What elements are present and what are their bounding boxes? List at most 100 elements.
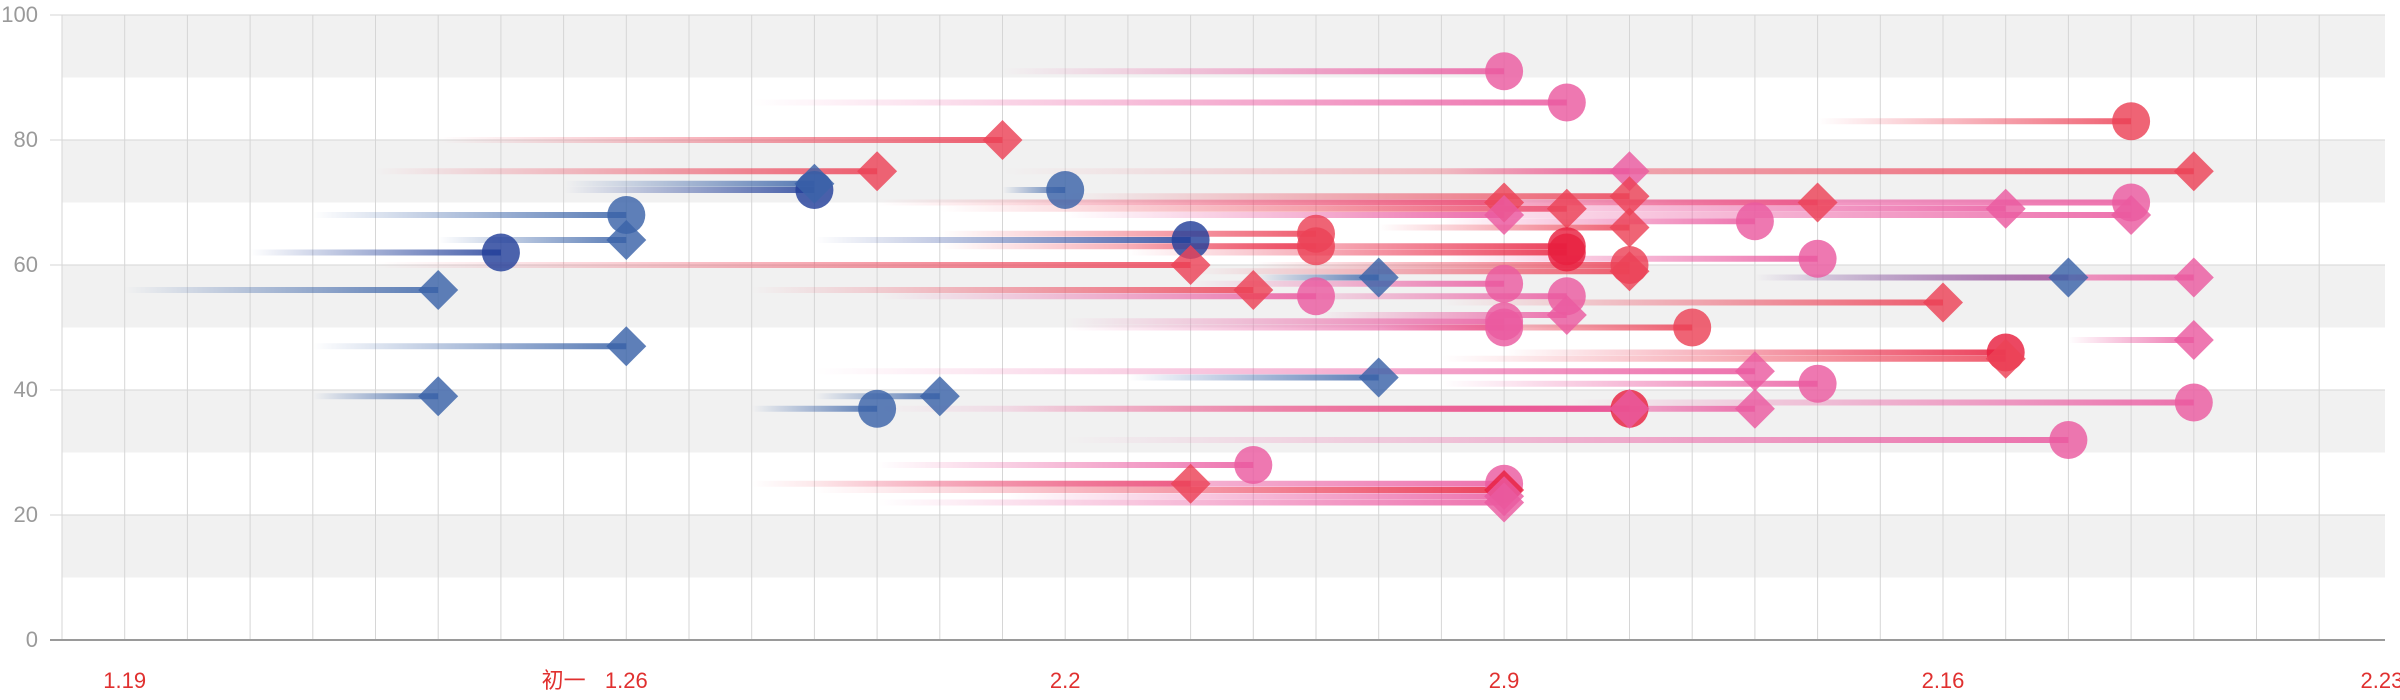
diamond-marker bbox=[1546, 188, 1587, 229]
trail-line bbox=[1316, 312, 1567, 318]
x-tick-label: 2.2 bbox=[1050, 668, 1081, 693]
x-tick-label: 2.9 bbox=[1489, 668, 1520, 693]
diamond-marker bbox=[1358, 357, 1399, 398]
diamond-marker bbox=[1484, 195, 1525, 235]
diamond-marker bbox=[1609, 207, 1650, 248]
diamond-marker bbox=[1609, 251, 1650, 292]
circle-marker bbox=[1485, 52, 1524, 91]
trail-line bbox=[1441, 168, 1630, 175]
trail-line bbox=[1316, 205, 2006, 212]
diamond-marker bbox=[1358, 257, 1399, 298]
trail-line bbox=[1065, 193, 1630, 200]
y-tick-label: 0 bbox=[26, 627, 38, 652]
trail-line bbox=[1441, 380, 1818, 387]
trail-line bbox=[877, 405, 1630, 412]
trail-line bbox=[1253, 293, 1567, 300]
trail-line bbox=[1002, 493, 1505, 500]
diamond-marker bbox=[1609, 388, 1650, 429]
trail-line bbox=[1253, 262, 1630, 268]
diamond-marker bbox=[857, 151, 898, 192]
circle-marker bbox=[1673, 308, 1712, 347]
x-tick-label: 初一 bbox=[542, 668, 586, 693]
diamond-marker bbox=[606, 326, 647, 367]
grid-band bbox=[62, 15, 2385, 78]
x-tick-label: 2.16 bbox=[1922, 668, 1965, 693]
trail-line bbox=[1378, 324, 1693, 331]
trail-line bbox=[1002, 68, 1505, 75]
trail-line bbox=[1817, 118, 2132, 125]
trail-line bbox=[877, 462, 1254, 468]
trail-line bbox=[1316, 212, 2132, 218]
circle-marker bbox=[858, 389, 897, 428]
x-axis-ticks: 1.19 初一 1.26 2.2 2.9 2.16 2.23 bbox=[103, 668, 2400, 693]
trail-line bbox=[751, 405, 878, 412]
x-tick-label: 2.23 bbox=[2360, 668, 2400, 693]
diamond-marker bbox=[1546, 295, 1587, 335]
diamond-marker bbox=[418, 376, 459, 417]
trail-line bbox=[1065, 318, 1505, 325]
y-tick-label: 60 bbox=[14, 252, 38, 277]
circle-marker bbox=[1171, 221, 1210, 259]
trail-line bbox=[751, 99, 1567, 106]
trail-line bbox=[250, 249, 501, 256]
trail-line bbox=[814, 480, 1505, 487]
circle-marker bbox=[1234, 446, 1273, 484]
circle-marker bbox=[1485, 308, 1524, 347]
trail-line bbox=[1441, 299, 1943, 306]
trail-line bbox=[375, 168, 878, 175]
trail-line bbox=[814, 237, 1191, 243]
diamond-marker bbox=[1170, 463, 1211, 504]
y-tick-label: 100 bbox=[1, 2, 38, 27]
trail-line bbox=[563, 180, 815, 187]
trail-line bbox=[1127, 249, 1567, 256]
grid-band bbox=[62, 390, 2385, 453]
trail-line bbox=[1190, 280, 1505, 287]
circle-marker bbox=[2112, 102, 2151, 141]
circle-marker bbox=[1485, 264, 1524, 303]
diamond-marker bbox=[1923, 282, 1963, 323]
trail-line bbox=[1127, 374, 1379, 381]
trail-line bbox=[1127, 243, 1567, 250]
trail-line bbox=[438, 237, 627, 243]
point-markers bbox=[418, 52, 2214, 523]
circle-marker bbox=[1798, 239, 1837, 278]
trail-line bbox=[751, 287, 1254, 293]
diamond-marker bbox=[2173, 151, 2214, 192]
y-tick-label: 20 bbox=[14, 502, 38, 527]
diamond-marker bbox=[1734, 351, 1775, 392]
diamond-marker bbox=[606, 220, 647, 260]
circle-marker bbox=[1297, 277, 1335, 316]
circle-marker bbox=[1547, 233, 1586, 272]
trail-line bbox=[375, 262, 1191, 268]
trail-line bbox=[939, 205, 1567, 212]
trail-line bbox=[1754, 274, 2194, 281]
trail-line bbox=[939, 230, 1316, 237]
x-tick-label: 1.19 bbox=[103, 668, 146, 693]
trail-line bbox=[814, 487, 1505, 493]
trail-line bbox=[312, 212, 627, 218]
circle-marker bbox=[1297, 227, 1335, 266]
trail-line bbox=[2068, 337, 2194, 343]
diamond-marker bbox=[1233, 270, 1274, 310]
grid-band bbox=[62, 515, 2385, 578]
diamond-marker bbox=[2048, 257, 2089, 298]
circle-marker bbox=[1735, 202, 1774, 241]
trail-line bbox=[1065, 324, 1505, 331]
circle-marker bbox=[607, 196, 646, 234]
trail-line bbox=[1566, 399, 2194, 406]
diamond-marker bbox=[1734, 388, 1775, 429]
circle-marker bbox=[1798, 364, 1837, 403]
diamond-marker bbox=[1985, 188, 2026, 229]
circle-marker bbox=[1046, 171, 1085, 209]
trail-line bbox=[1002, 187, 1066, 193]
diamond-marker bbox=[1985, 338, 2026, 379]
trail-line bbox=[1441, 218, 1755, 225]
trail-line bbox=[1065, 437, 2069, 443]
diamond-marker bbox=[982, 120, 1023, 160]
diamond-marker bbox=[919, 376, 960, 417]
trail-line bbox=[814, 368, 1755, 375]
circle-marker bbox=[1547, 83, 1586, 122]
trail-line bbox=[312, 343, 627, 350]
trail-line bbox=[124, 287, 439, 293]
